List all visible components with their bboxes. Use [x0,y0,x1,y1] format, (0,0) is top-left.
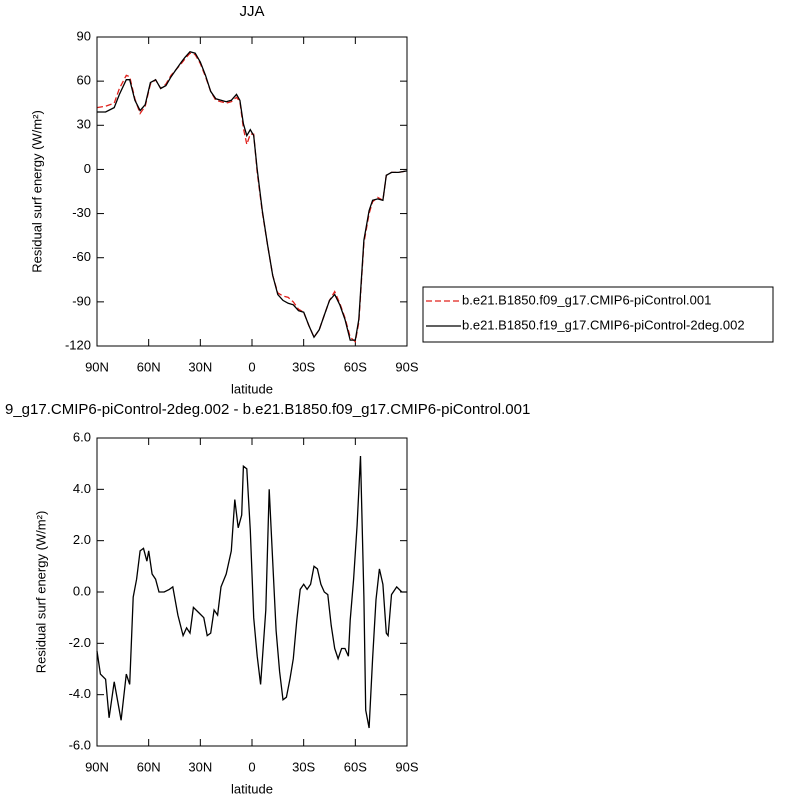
y-tick-label: -2.0 [69,635,91,650]
chart-title: 9_g17.CMIP6-piControl-2deg.002 - b.e21.B… [5,401,530,418]
data-line [97,50,408,341]
y-tick-label: -6.0 [69,737,91,752]
x-tick-label: 60S [344,759,367,774]
x-tick-label: 90N [85,759,109,774]
y-tick-label: 2.0 [73,532,91,547]
data-line [96,455,407,729]
y-tick-label: 30 [77,117,91,132]
x-tick-label: 60N [137,759,161,774]
x-tick-label: 0 [248,759,255,774]
x-tick-label: 30S [292,759,315,774]
y-tick-label: -120 [65,337,91,352]
y-tick-label: 4.0 [73,481,91,496]
y-tick-label: 90 [77,28,91,43]
x-tick-label: 30N [188,359,212,374]
x-tick-label: 90S [395,759,418,774]
x-tick-label: 90S [395,359,418,374]
y-tick-label: 6.0 [73,429,91,444]
y-tick-label: -60 [72,249,91,264]
legend-box [422,286,774,343]
chart-title: JJA [239,3,264,20]
y-tick-label: -90 [72,293,91,308]
x-tick-label: 0 [248,359,255,374]
legend-label: b.e21.B1850.f19_g17.CMIP6-piControl-2deg… [462,317,745,332]
x-tick-label: 60N [137,359,161,374]
x-tick-label: 60S [344,359,367,374]
x-axis-label: latitude [231,381,273,396]
y-tick-label: 0 [84,161,91,176]
x-tick-label: 30S [292,359,315,374]
y-axis-label: Residual surf energy (W/m²) [29,110,44,273]
y-tick-label: -4.0 [69,686,91,701]
x-axis-label: latitude [231,781,273,796]
y-axis-label: Residual surf energy (W/m²) [33,511,48,674]
plot-frame [96,36,408,347]
y-tick-label: 60 [77,73,91,88]
plot-frame [96,437,408,747]
y-tick-label: -30 [72,205,91,220]
y-tick-label: 0.0 [73,583,91,598]
x-tick-label: 30N [188,759,212,774]
legend-label: b.e21.B1850.f09_g17.CMIP6-piControl.001 [462,292,711,307]
x-tick-label: 90N [85,359,109,374]
